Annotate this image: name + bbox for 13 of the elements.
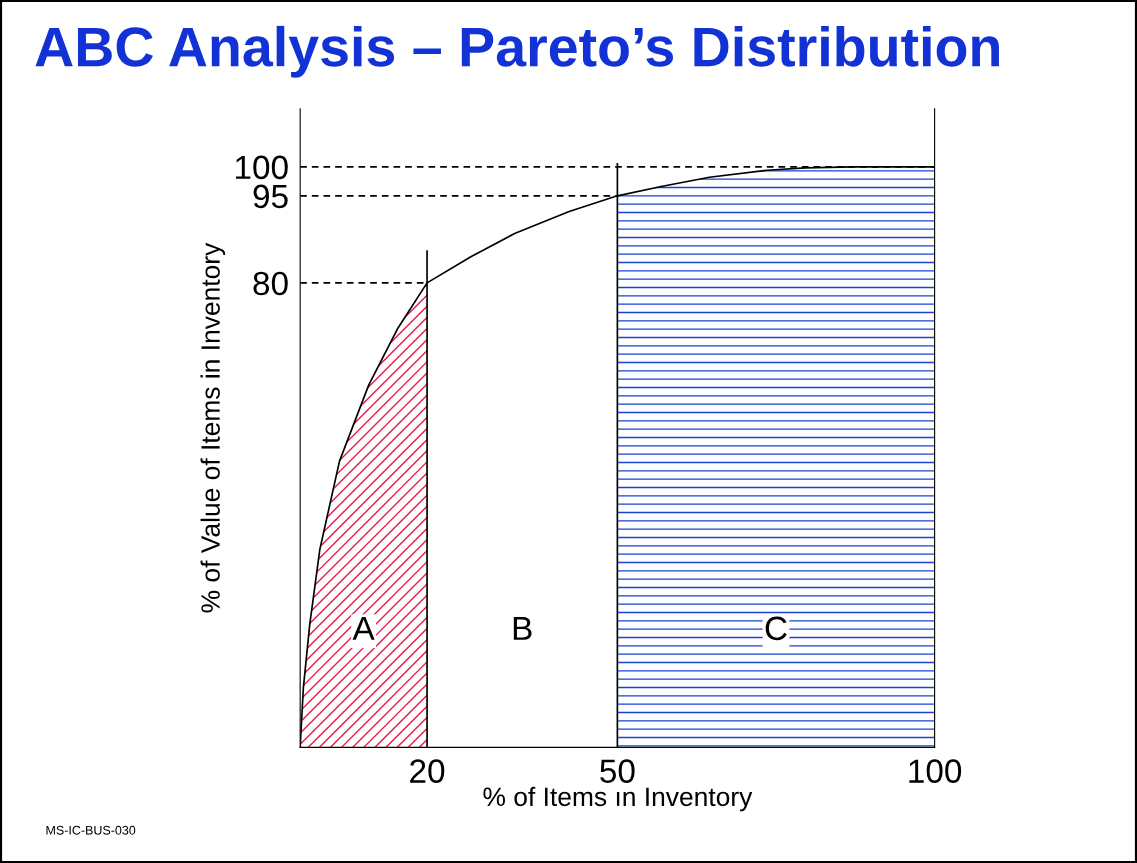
x-tick-label: 100 xyxy=(909,759,962,783)
x-tick-label: 50 xyxy=(600,759,635,783)
text: MS-IC-BUS-030 xyxy=(46,825,136,835)
y-tick-label: 100 xyxy=(235,155,288,180)
y-tick-label: 80 xyxy=(253,271,288,296)
y-axis-title: % of Value of Items in Inventory xyxy=(200,242,226,613)
annotation: B xyxy=(513,616,532,640)
annotation: A xyxy=(352,616,375,640)
chart-title: ABC Analysis – Pareto’s Distribution xyxy=(35,25,999,78)
y-tick-label: 95 xyxy=(253,184,288,209)
x-tick-label: 20 xyxy=(410,759,445,783)
annotation: C xyxy=(765,616,787,641)
x-axis-title: % of Items ın Inventory xyxy=(483,786,753,812)
